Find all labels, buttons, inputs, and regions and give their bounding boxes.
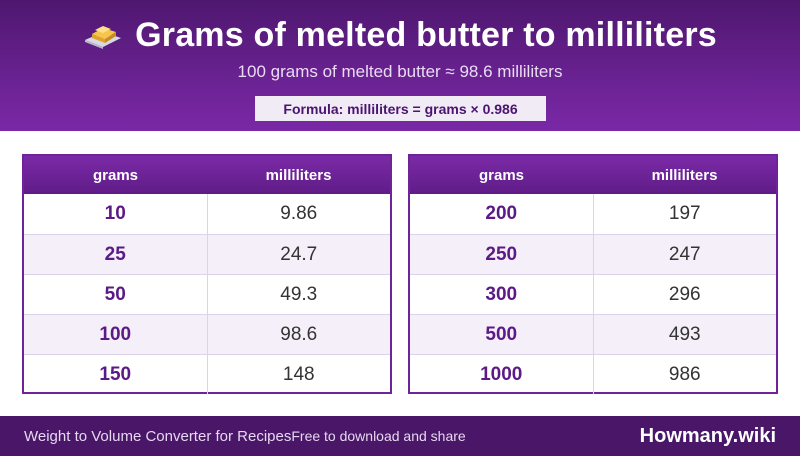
table-row: 1000 986 xyxy=(410,354,776,394)
page-title: Grams of melted butter to milliliters xyxy=(135,15,717,54)
table-row: 50 49.3 xyxy=(24,274,390,314)
grams-cell: 500 xyxy=(410,315,594,354)
grams-cell: 100 xyxy=(24,315,208,354)
milliliters-cell: 247 xyxy=(668,243,701,265)
column-header-milliliters: milliliters xyxy=(265,166,332,184)
page-subtitle: 100 grams of melted butter ≈ 98.6 millil… xyxy=(237,62,563,81)
header-banner: Grams of melted butter to milliliters 10… xyxy=(0,0,800,131)
table-row: 150 148 xyxy=(24,354,390,394)
brand-logo-text[interactable]: Howmany.wiki xyxy=(639,424,776,447)
butter-icon xyxy=(85,26,122,49)
milliliters-cell: 148 xyxy=(282,363,315,385)
table-header: grams milliliters xyxy=(410,156,776,194)
grams-cell: 25 xyxy=(24,235,208,274)
table-row: 100 98.6 xyxy=(24,314,390,354)
column-header-grams: grams xyxy=(478,166,525,184)
grams-cell: 300 xyxy=(410,275,594,314)
footer-tagline: Weight to Volume Converter for Recipes xyxy=(24,427,292,445)
milliliters-cell: 197 xyxy=(668,203,701,224)
grams-cell: 50 xyxy=(24,275,208,314)
grams-cell: 1000 xyxy=(410,355,594,394)
table-row: 200 197 xyxy=(410,194,776,234)
grams-cell: 250 xyxy=(410,235,594,274)
milliliters-cell: 9.86 xyxy=(280,203,318,224)
grams-cell: 200 xyxy=(410,194,594,234)
table-row: 250 247 xyxy=(410,234,776,274)
column-header-milliliters: milliliters xyxy=(651,166,718,184)
table-header: grams milliliters xyxy=(24,156,390,194)
milliliters-cell: 24.7 xyxy=(280,243,318,265)
formula-badge: Formula: milliliters = grams × 0.986 xyxy=(255,96,546,121)
conversion-table-left: grams milliliters 10 9.86 25 24.7 50 49.… xyxy=(22,154,392,394)
footer-text: Weight to Volume Converter for RecipesFr… xyxy=(24,428,466,445)
conversion-table-right: grams milliliters 200 197 250 247 300 29… xyxy=(408,154,778,394)
table-row: 500 493 xyxy=(410,314,776,354)
milliliters-cell: 49.3 xyxy=(280,283,318,305)
table-row: 300 296 xyxy=(410,274,776,314)
title-row: Grams of melted butter to milliliters xyxy=(0,12,800,58)
footer-bar: Weight to Volume Converter for RecipesFr… xyxy=(0,416,800,456)
footer-note: Free to download and share xyxy=(291,427,466,444)
milliliters-cell: 98.6 xyxy=(280,323,318,345)
milliliters-cell: 493 xyxy=(668,323,701,345)
table-row: 25 24.7 xyxy=(24,234,390,274)
table-row: 10 9.86 xyxy=(24,194,390,234)
milliliters-cell: 296 xyxy=(668,283,701,305)
milliliters-cell: 986 xyxy=(668,363,701,385)
grams-cell: 150 xyxy=(24,355,208,394)
grams-cell: 10 xyxy=(24,194,208,234)
column-header-grams: grams xyxy=(92,166,139,184)
